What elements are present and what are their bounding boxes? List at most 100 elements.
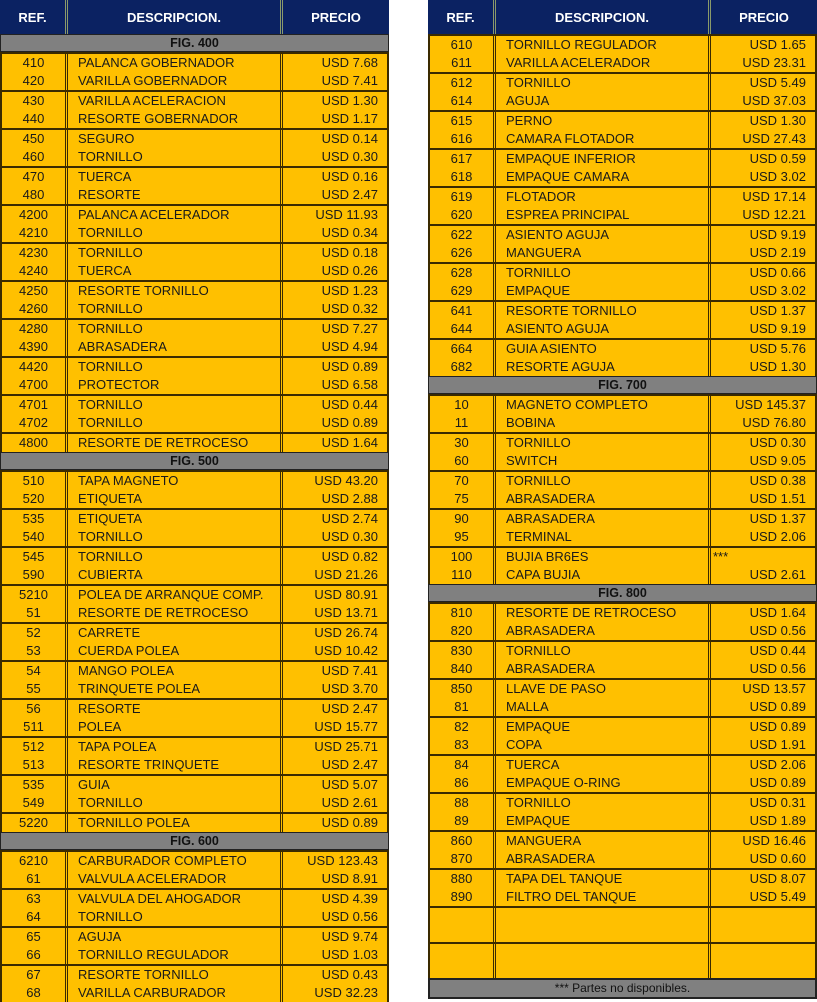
table-row-ref: 88 xyxy=(454,795,469,810)
table-row-ref: 5220 xyxy=(19,815,48,830)
item-group: 4200 4210 PALANCA ACELERADOR TORNILLO USD 11… xyxy=(0,204,389,242)
table-row-desc: VARILLA ACELERACION xyxy=(78,93,226,108)
table-row-ref: 430 xyxy=(22,93,45,108)
table-row-ref: 512 xyxy=(22,739,45,754)
item-group: 810 820 RESORTE DE RETROCESO ABRASADERA USD … xyxy=(428,602,817,640)
item-group: 430 440 VARILLA ACELERACION RESORTE GOBERNA… xyxy=(0,90,389,128)
table-row-ref: 4250 xyxy=(19,283,48,298)
table-row-ref: 52 xyxy=(26,625,41,640)
price-table-right: REF. DESCRIPCION. PRECIO 610 611 TORNILLO REG… xyxy=(428,0,817,999)
table-row-price: USD 1.37 xyxy=(749,303,806,318)
item-group: 628 629 TORNILLO EMPAQUE USD 0.66 USD 3.02 xyxy=(428,262,817,300)
table-row-price: USD 2.47 xyxy=(321,757,378,772)
table-row-desc: ASIENTO AGUJA xyxy=(506,321,610,336)
ref-cell: 830 840 xyxy=(428,642,496,678)
table-row-ref: 830 xyxy=(450,643,473,658)
table-row-desc: TORNILLO xyxy=(78,245,143,260)
table-row-desc: CAMARA FLOTADOR xyxy=(506,131,635,146)
table-row-ref: 95 xyxy=(454,529,469,544)
table-row-ref: 67 xyxy=(26,967,41,982)
table-row-desc: TAPA DEL TANQUE xyxy=(506,871,623,886)
description-cell: MANGUERA ABRASADERA xyxy=(496,832,711,868)
table-row-price: USD 5.07 xyxy=(321,777,378,792)
table-row-desc: EMPAQUE CAMARA xyxy=(506,169,630,184)
ref-cell: 56 511 xyxy=(0,700,68,736)
price-cell: USD 0.14 USD 0.30 xyxy=(283,130,389,166)
table-row-price: USD 0.60 xyxy=(749,851,806,866)
table-row-price: USD 0.56 xyxy=(749,623,806,638)
table-row-price: USD 25.71 xyxy=(314,739,378,754)
table-row-ref: 470 xyxy=(22,169,45,184)
table-row-price: USD 0.89 xyxy=(321,815,378,830)
table-row-ref: 66 xyxy=(26,947,41,962)
item-group: 63 64 VALVULA DEL AHOGADOR TORNILLO USD 4.39… xyxy=(0,888,389,926)
table-row-ref: 810 xyxy=(450,605,473,620)
table-row-ref: 682 xyxy=(450,359,473,374)
ref-cell: 88 89 xyxy=(428,794,496,830)
price-cell: USD 13.57 USD 0.89 xyxy=(711,680,817,716)
table-row-desc: EMPAQUE O-RING xyxy=(506,775,621,790)
ref-cell: 545 590 xyxy=(0,548,68,584)
table-row-desc: GUIA ASIENTO xyxy=(506,341,597,356)
ref-header: REF. xyxy=(428,0,496,34)
table-row-ref: 616 xyxy=(450,131,473,146)
table-row-desc: TORNILLO xyxy=(506,435,571,450)
table-row-desc: TAPA MAGNETO xyxy=(78,473,179,488)
table-row-price: USD 9.19 xyxy=(749,321,806,336)
table-row-ref: 68 xyxy=(26,985,41,1000)
table-row-price: USD 26.74 xyxy=(314,625,378,640)
table-row-price: USD 2.06 xyxy=(749,529,806,544)
table-row-price: USD 9.19 xyxy=(749,227,806,242)
table-row-ref: 641 xyxy=(450,303,473,318)
ref-cell: 67 68 xyxy=(0,966,68,1002)
item-group: 664 682 GUIA ASIENTO RESORTE AGUJA USD 5.76 U… xyxy=(428,338,817,376)
section-header: FIG. 600 xyxy=(0,832,389,850)
table-row-desc: GUIA xyxy=(78,777,110,792)
table-row-ref: 4200 xyxy=(19,207,48,222)
table-row-desc: TORNILLO xyxy=(506,265,571,280)
table-row-price: USD 123.43 xyxy=(307,853,378,868)
item-group: 410 420 PALANCA GOBERNADOR VARILLA GOBERNAD… xyxy=(0,52,389,90)
table-row-price: USD 5.49 xyxy=(749,889,806,904)
description-cell: AGUJA TORNILLO REGULADOR xyxy=(68,928,283,964)
ref-cell: 622 626 xyxy=(428,226,496,262)
empty-line xyxy=(496,944,708,978)
table-row-price: USD 0.14 xyxy=(321,131,378,146)
table-row-price: USD 0.38 xyxy=(749,473,806,488)
price-header: PRECIO xyxy=(739,9,789,25)
table-row-ref: 850 xyxy=(450,681,473,696)
table-row-ref: 820 xyxy=(450,623,473,638)
description-cell: TORNILLO ABRASADERA xyxy=(496,472,711,508)
table-row-desc: CARBURADOR COMPLETO xyxy=(78,853,247,868)
price-cell: USD 1.37 USD 9.19 xyxy=(711,302,817,338)
ref-cell: 65 66 xyxy=(0,928,68,964)
item-group: 6210 61 CARBURADOR COMPLETO VALVULA ACELERA… xyxy=(0,850,389,888)
table-header: REF. DESCRIPCION. PRECIO xyxy=(0,0,389,34)
ref-cell: 4800 xyxy=(0,434,68,452)
item-group: 52 53 CARRETE CUERDA POLEA USD 26.74 USD 10.4… xyxy=(0,622,389,660)
empty-cell xyxy=(711,944,817,978)
price-cell: USD 0.44 USD 0.56 xyxy=(711,642,817,678)
table-row-desc: RESORTE TORNILLO xyxy=(78,283,209,298)
table-row-desc: PALANCA ACELERADOR xyxy=(78,207,230,222)
table-row-price: USD 2.74 xyxy=(321,511,378,526)
description-cell: RESORTE TORNILLO TORNILLO xyxy=(68,282,283,318)
ref-cell: 664 682 xyxy=(428,340,496,376)
description-cell: TORNILLO EMPAQUE xyxy=(496,264,711,300)
table-row-price: USD 1.64 xyxy=(749,605,806,620)
table-row-desc: TORNILLO xyxy=(78,397,143,412)
table-row-price: USD 0.89 xyxy=(749,699,806,714)
table-row-price: USD 11.93 xyxy=(315,207,378,222)
table-row-desc: RESORTE DE RETROCESO xyxy=(506,605,677,620)
description-cell: TORNILLO AGUJA xyxy=(496,74,711,110)
description-cell: EMPAQUE COPA xyxy=(496,718,711,754)
table-row-desc: CARRETE xyxy=(78,625,141,640)
table-row-ref: 30 xyxy=(454,435,469,450)
description-cell: TORNILLO ABRASADERA xyxy=(68,320,283,356)
table-row-ref: 510 xyxy=(22,473,45,488)
item-group: 615 616 PERNO CAMARA FLOTADOR USD 1.30 USD 27… xyxy=(428,110,817,148)
table-row-price: USD 0.89 xyxy=(749,719,806,734)
table-row-ref: 590 xyxy=(22,567,45,582)
item-group: 619 620 FLOTADOR ESPREA PRINCIPAL USD 17.14 U… xyxy=(428,186,817,224)
table-row-desc: FILTRO DEL TANQUE xyxy=(506,889,637,904)
